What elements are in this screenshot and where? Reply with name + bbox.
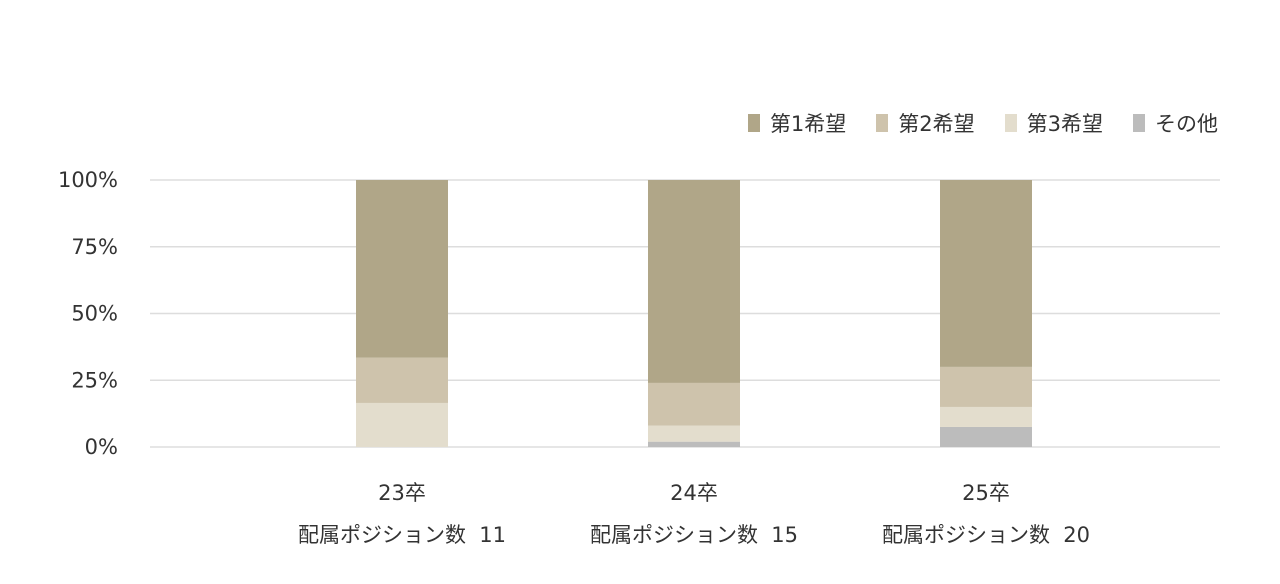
legend-label-second-choice: 第2希望 — [898, 112, 975, 136]
bar-segment — [648, 425, 740, 442]
bar-segment — [940, 406, 1032, 427]
bar-segment — [356, 180, 448, 358]
legend-item-second-choice: 第2希望 — [876, 108, 975, 138]
legend-item-first-choice: 第1希望 — [747, 108, 847, 138]
bar-segment — [940, 366, 1032, 407]
legend-swatch-first-choice — [747, 114, 760, 132]
bar-segment — [940, 180, 1032, 367]
legend-label-first-choice: 第1希望 — [769, 112, 847, 136]
bar-segment — [648, 382, 740, 426]
x-tick-sublabel: 配属ポジション数 11 — [298, 523, 506, 547]
y-tick-label: 50% — [71, 302, 118, 326]
legend-item-other: その他 — [1133, 108, 1218, 138]
x-tick-sublabel: 配属ポジション数 20 — [882, 523, 1090, 547]
x-tick-label: 24卒 — [670, 481, 718, 505]
legend-swatch-other — [1133, 114, 1145, 132]
bar-segment — [648, 180, 740, 383]
y-tick-label: 0% — [85, 435, 118, 459]
chart-legend: 第1希望 第2希望 第3希望 その他 — [718, 108, 1218, 138]
legend-swatch-second-choice — [876, 114, 889, 132]
legend-label-third-choice: 第3希望 — [1026, 112, 1103, 136]
x-tick-label: 23卒 — [378, 481, 426, 505]
bar-segment — [940, 426, 1032, 447]
y-tick-label: 25% — [71, 368, 118, 392]
legend-swatch-third-choice — [1004, 114, 1017, 132]
bar-segment — [356, 402, 448, 447]
y-tick-label: 100% — [58, 168, 118, 192]
legend-label-other: その他 — [1155, 112, 1218, 136]
bar-segment — [356, 357, 448, 403]
x-tick-label: 25卒 — [962, 481, 1010, 505]
x-tick-sublabel: 配属ポジション数 15 — [590, 523, 798, 547]
bar-segment — [648, 441, 740, 447]
y-tick-label: 75% — [71, 235, 118, 259]
legend-item-third-choice: 第3希望 — [1004, 108, 1103, 138]
